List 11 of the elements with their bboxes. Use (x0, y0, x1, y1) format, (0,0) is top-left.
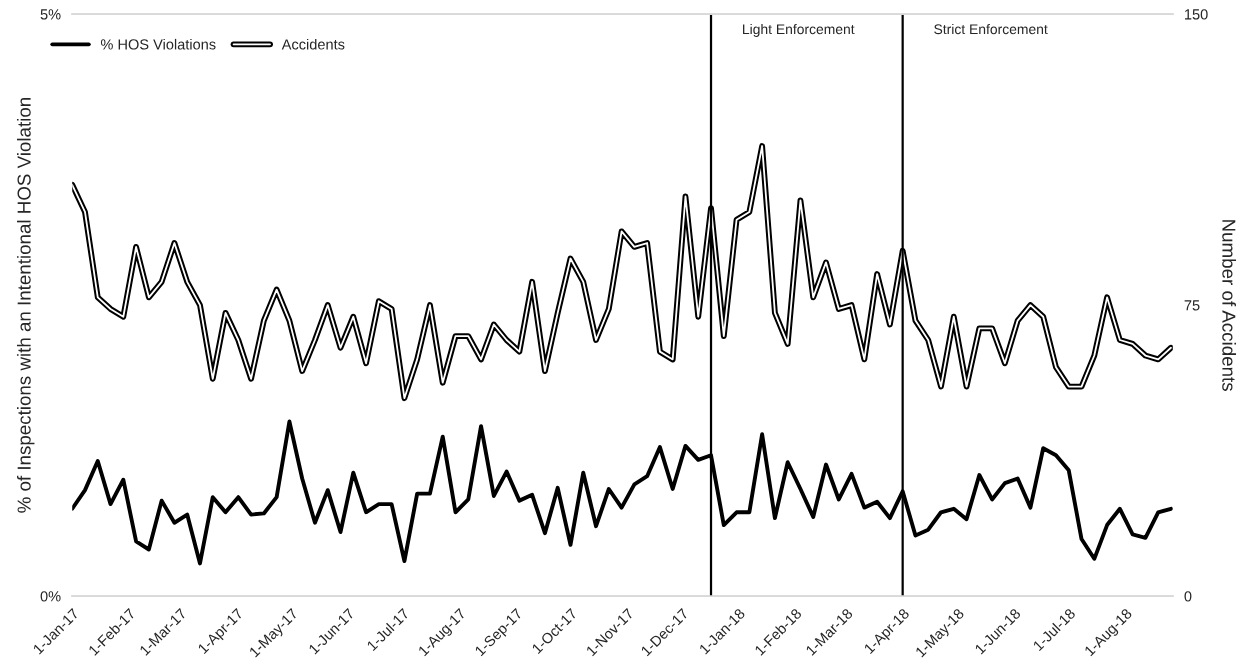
ref-line-label: Light Enforcement (743, 23, 855, 37)
y-axis-title: % of Inspections with an Intentional HOS Violation (16, 98, 35, 513)
y2-tick-label: 0 (1184, 591, 1192, 602)
ref-line-label: Strict Enforcement (934, 23, 1048, 35)
y2-axis-title: Number of Accidents (1222, 220, 1237, 391)
legend-label: % HOS Violations (100, 38, 216, 50)
y-tick-label: 5% (40, 9, 61, 20)
legend-label: Accidents (281, 38, 345, 50)
y2-tick-label: 75 (1184, 300, 1200, 311)
y-tick-label: 0% (40, 591, 61, 602)
y2-tick-label: 150 (1185, 9, 1208, 20)
